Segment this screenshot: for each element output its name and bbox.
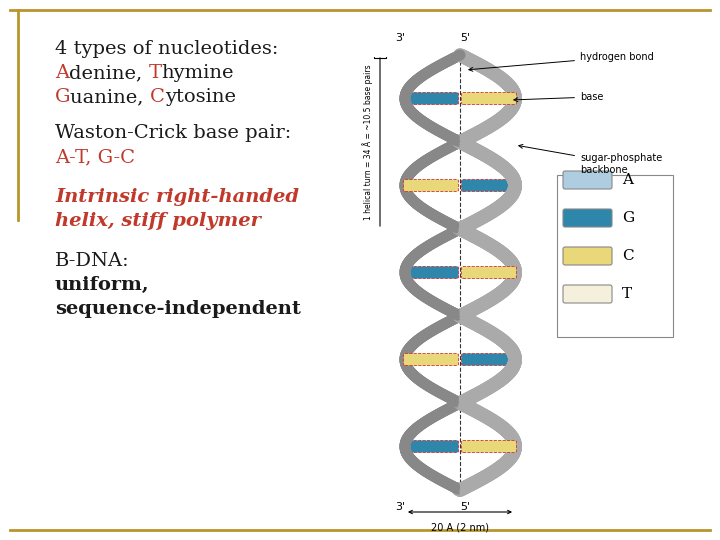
- FancyBboxPatch shape: [462, 179, 516, 192]
- Text: sequence-independent: sequence-independent: [55, 300, 301, 318]
- Text: 1 helical turn = 34 Å = ~10.5 base pairs: 1 helical turn = 34 Å = ~10.5 base pairs: [363, 64, 374, 220]
- Text: A: A: [55, 64, 69, 82]
- FancyBboxPatch shape: [403, 441, 459, 453]
- Text: C: C: [622, 249, 634, 263]
- Text: sugar-phosphate
backbone: sugar-phosphate backbone: [519, 144, 662, 174]
- Text: base: base: [514, 92, 603, 102]
- Text: helix, stiff polymer: helix, stiff polymer: [55, 212, 261, 230]
- Text: hymine: hymine: [161, 64, 234, 82]
- Text: G: G: [622, 211, 634, 225]
- FancyBboxPatch shape: [563, 209, 612, 227]
- Text: T: T: [148, 64, 161, 82]
- Text: A-T, G-C: A-T, G-C: [55, 148, 135, 166]
- FancyBboxPatch shape: [563, 171, 612, 189]
- FancyBboxPatch shape: [462, 92, 516, 105]
- Text: C: C: [150, 88, 165, 106]
- FancyBboxPatch shape: [563, 285, 612, 303]
- FancyBboxPatch shape: [403, 267, 459, 279]
- Text: A: A: [622, 173, 633, 187]
- Text: G: G: [55, 88, 71, 106]
- Text: B-DNA:: B-DNA:: [55, 252, 130, 270]
- Text: T: T: [622, 287, 632, 301]
- Bar: [557, 175, 673, 337]
- Text: Waston-Crick base pair:: Waston-Crick base pair:: [55, 124, 292, 142]
- Text: 20 A (2 nm): 20 A (2 nm): [431, 522, 489, 532]
- Text: uniform,: uniform,: [55, 276, 150, 294]
- Text: ytosine: ytosine: [165, 88, 236, 106]
- Text: uanine,: uanine,: [71, 88, 150, 106]
- FancyBboxPatch shape: [403, 179, 459, 192]
- Text: Intrinsic right-handed: Intrinsic right-handed: [55, 188, 299, 206]
- FancyBboxPatch shape: [462, 441, 516, 453]
- Text: denine,: denine,: [69, 64, 148, 82]
- Text: 5': 5': [460, 502, 470, 512]
- FancyBboxPatch shape: [563, 247, 612, 265]
- FancyBboxPatch shape: [403, 354, 459, 366]
- FancyBboxPatch shape: [462, 267, 516, 279]
- Text: 5': 5': [460, 33, 470, 43]
- FancyBboxPatch shape: [403, 92, 459, 105]
- Text: 4 types of nucleotides:: 4 types of nucleotides:: [55, 40, 279, 58]
- FancyBboxPatch shape: [462, 354, 516, 366]
- Text: 3': 3': [395, 502, 405, 512]
- Text: 3': 3': [395, 33, 405, 43]
- Text: hydrogen bond: hydrogen bond: [469, 52, 654, 71]
